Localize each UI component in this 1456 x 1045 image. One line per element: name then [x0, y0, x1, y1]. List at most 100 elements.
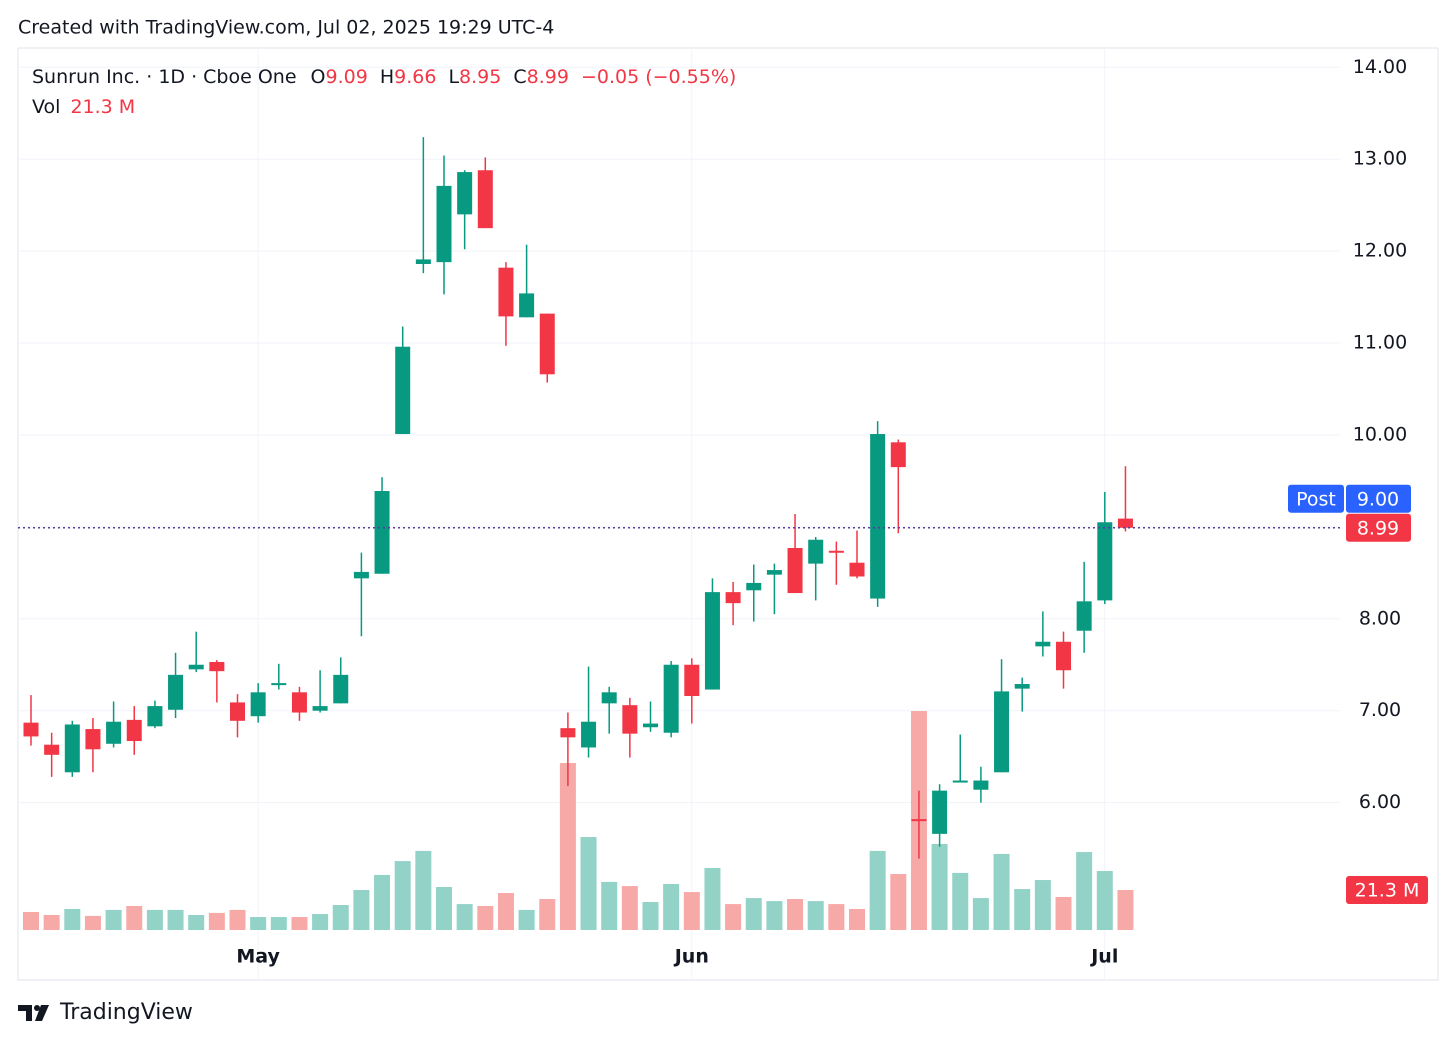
volume-bar — [931, 843, 948, 930]
volume-title: Vol — [32, 96, 60, 118]
post-label: Post — [1296, 488, 1336, 510]
candle-body — [519, 293, 535, 318]
volume-bar — [250, 917, 267, 930]
y-tick-label: 11.00 — [1353, 332, 1407, 354]
volume-bar — [518, 909, 535, 930]
volume-bar — [683, 892, 700, 930]
volume-bar — [208, 912, 225, 930]
plot — [23, 137, 1134, 930]
candle-body — [395, 346, 411, 435]
volume-bar — [146, 909, 163, 930]
candle-body — [44, 744, 60, 755]
y-tick-label: 6.00 — [1359, 791, 1401, 813]
volume-bar — [993, 853, 1010, 930]
candle-body — [808, 539, 824, 564]
volume-tag-label: 21.3 M — [1355, 879, 1420, 901]
volume-bar — [436, 886, 452, 930]
candle-body — [849, 562, 865, 577]
volume-bar — [23, 911, 39, 930]
volume-bar — [704, 868, 721, 930]
candle-body — [766, 570, 782, 575]
last-price-tag — [1346, 513, 1411, 542]
candle-body — [312, 706, 328, 711]
low-value: 8.95 — [459, 66, 501, 88]
y-tick-label: 13.00 — [1353, 148, 1407, 170]
candle-body — [725, 592, 741, 604]
candle-body — [539, 313, 555, 375]
candle-body — [168, 674, 184, 710]
candle-body — [188, 664, 204, 670]
candle-body — [560, 728, 576, 738]
candle-body — [291, 692, 307, 713]
volume-bar — [332, 905, 349, 930]
volume-bar — [559, 763, 576, 930]
volume-bar — [539, 899, 556, 930]
volume-bar — [1014, 889, 1031, 930]
volume-bar — [1055, 896, 1072, 930]
volume-bar — [353, 889, 370, 930]
brand-logo — [18, 1005, 49, 1021]
brand: TradingView — [59, 1000, 193, 1025]
x-tick-label: Jun — [673, 946, 709, 968]
y-tick-label: 14.00 — [1353, 56, 1407, 78]
x-tick-label: May — [236, 946, 280, 968]
candle-body — [1035, 641, 1051, 647]
volume-bar — [1076, 852, 1093, 930]
candle-body — [890, 442, 906, 468]
candle-body — [684, 664, 700, 696]
candle-body — [932, 790, 948, 834]
y-tick-label: 10.00 — [1353, 423, 1407, 445]
open-value: 9.09 — [326, 66, 368, 88]
volume-bar — [869, 850, 886, 930]
candle-body — [601, 692, 617, 704]
post-price-tag — [1346, 484, 1411, 513]
volume-bar — [601, 881, 618, 930]
candle-body — [643, 723, 658, 728]
candle-body — [1097, 522, 1113, 601]
volume-bar — [1034, 880, 1051, 930]
volume-bar — [766, 901, 783, 930]
volume-bar — [828, 904, 845, 930]
volume-bar — [64, 908, 81, 930]
candle-body — [209, 661, 225, 672]
symbol: Sunrun Inc. · 1D · Cboe One — [32, 66, 297, 88]
candle-body — [1014, 684, 1030, 689]
close-value: 8.99 — [527, 66, 569, 88]
volume-bar — [312, 914, 329, 930]
volume-bar — [1096, 871, 1113, 930]
candle-body — [147, 706, 163, 727]
candle-body — [663, 664, 679, 733]
candle-body — [1076, 601, 1092, 631]
x-tick-label: Jul — [1089, 946, 1118, 968]
volume-bar — [415, 850, 432, 930]
volume-tag — [1346, 875, 1428, 904]
volume-bar — [291, 917, 308, 930]
candle-body — [622, 705, 638, 734]
volume-bar — [105, 909, 122, 930]
volume-bar — [1117, 889, 1134, 930]
h-letter: H — [380, 66, 394, 88]
volume-bar — [188, 914, 205, 930]
volume-bar — [497, 893, 514, 930]
volume-bar — [456, 904, 473, 930]
candle-body — [415, 259, 431, 264]
volume-legend: Vol 21.3 M — [32, 96, 135, 118]
candle-body — [126, 719, 142, 742]
y-tick-label: 12.00 — [1353, 240, 1407, 262]
c-letter: C — [513, 66, 526, 88]
grid: 6.00 7.00 8.00 9.00 10.00 11.00 12.00 13.00 14.0… — [18, 48, 1407, 980]
volume-bar — [477, 905, 494, 930]
post-tag — [1288, 484, 1344, 513]
candle-body — [704, 592, 720, 690]
volume-bar — [642, 902, 659, 930]
volume-bar — [890, 874, 907, 930]
volume-bar — [229, 909, 246, 930]
candle-body — [106, 721, 122, 744]
volume-bar — [374, 874, 391, 930]
candle-body — [23, 722, 39, 737]
page-title: Created with TradingView.com, Jul 02, 20… — [18, 17, 554, 39]
candle-body — [374, 491, 390, 574]
volume-bar — [849, 908, 865, 930]
candle-body — [230, 702, 245, 721]
candle-body — [353, 571, 369, 579]
